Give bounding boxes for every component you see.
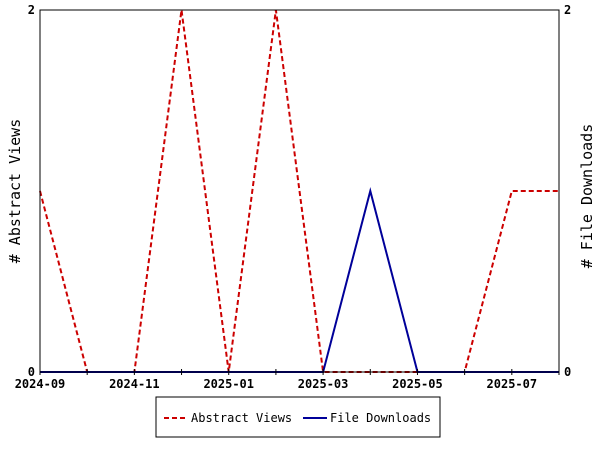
legend-box [155, 396, 441, 438]
series-line-file-downloads [40, 187, 559, 373]
y-right-tick-label-max: 2 [564, 3, 571, 17]
plot-frame [39, 9, 560, 373]
legend-label-file-downloads: File Downloads [330, 411, 431, 425]
y-left-tick-label-min: 0 [28, 365, 35, 379]
y-axis-left-title: # Abstract Views [6, 119, 24, 264]
y-left-tick-label-max: 2 [28, 3, 35, 17]
x-tick-label: 2024-09 [15, 377, 66, 391]
y-axis-right-title: # File Downloads [578, 124, 596, 269]
x-tick-label: 2025-01 [203, 377, 254, 391]
series-line-abstract-views [39, 9, 559, 373]
legend: Abstract Views File Downloads [155, 396, 441, 438]
marks-layer [39, 9, 559, 373]
y-right-tick-label-min: 0 [564, 365, 571, 379]
x-tick-label: 2025-03 [298, 377, 349, 391]
x-tick-label: 2024-11 [109, 377, 160, 391]
legend-label-abstract-views: Abstract Views [191, 411, 292, 425]
x-tick-label: 2025-07 [487, 377, 538, 391]
x-tick-label: 2025-05 [392, 377, 443, 391]
